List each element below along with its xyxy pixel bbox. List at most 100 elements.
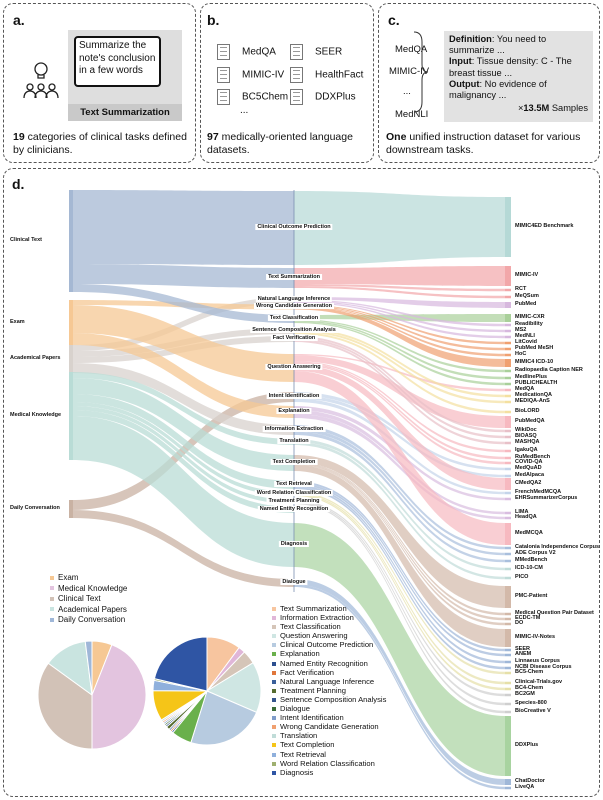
task-label: Fact Verification <box>270 335 318 341</box>
dataset-node <box>505 693 511 697</box>
dataset-node <box>505 516 511 520</box>
dataset-node <box>505 359 511 367</box>
dataset-node <box>505 376 511 380</box>
dataset-label: LitCovid <box>515 339 537 345</box>
legend-item: Word Relation Classification <box>272 759 386 768</box>
flow-information-extraction <box>294 431 505 563</box>
legend-label: Wrong Candidate Generation <box>280 722 379 732</box>
source-label: Academical Papers <box>10 355 61 361</box>
dataset-label: MedQuAD <box>515 465 542 471</box>
legend-item: Clinical Outcome Prediction <box>272 640 386 649</box>
dataset-node <box>505 511 511 515</box>
task-label: Text Retrieval <box>274 481 314 487</box>
dataset-node <box>505 400 511 404</box>
task-label: Text Classification <box>267 315 321 321</box>
dataset-label: MedNLI <box>515 333 535 339</box>
legend-label: Translation <box>280 731 318 741</box>
legend-label: Question Answering <box>280 631 348 641</box>
dataset-node <box>505 497 511 501</box>
dataset-seer: SEER <box>290 44 342 60</box>
dataset-node <box>505 461 511 465</box>
dataset-node <box>505 671 511 675</box>
flow-medical-knowledge <box>72 406 294 504</box>
flow-translation <box>294 439 505 571</box>
task-label: Clinical Outcome Prediction <box>255 224 333 230</box>
legend-swatch <box>272 688 276 693</box>
legend-label: Diagnosis <box>280 767 314 777</box>
legend-swatch <box>272 652 276 657</box>
legend-swatch <box>272 607 276 611</box>
dataset-label: MEDIQA-AnS <box>515 398 550 404</box>
legend-swatch <box>272 752 276 757</box>
task-label: Information Extraction <box>262 426 326 432</box>
legend-swatch <box>272 616 276 621</box>
flow-question-answering <box>294 361 505 453</box>
dataset-label: ChatDoctor <box>515 778 545 784</box>
source-mimic-iv: MIMIC-IV <box>389 66 430 77</box>
source-legend: Exam Medical Knowledge Clinical Text Academ… <box>50 573 127 626</box>
flow-intent-identification <box>294 392 505 471</box>
task-label: Dialogue <box>280 579 308 585</box>
flow-clinical-text <box>72 190 294 265</box>
dataset-label: BC2GM <box>515 691 535 697</box>
panel-b-caption: 97 medically-oriented language datasets. <box>207 131 353 156</box>
legend-item: Dialogue <box>272 704 386 713</box>
legend-swatch <box>272 634 276 639</box>
dataset-label: MASHQA <box>515 439 540 445</box>
document-icon <box>290 44 303 60</box>
document-icon <box>217 44 230 60</box>
legend-swatch <box>50 596 54 601</box>
flow-question-answering <box>294 371 505 545</box>
dataset-node <box>505 559 511 563</box>
dataset-label: BC5-Chem <box>515 669 544 675</box>
flow-text-completion <box>294 462 505 616</box>
source-label: Clinical Text <box>10 237 42 243</box>
dataset-node <box>505 410 511 414</box>
legend-swatch <box>272 716 276 721</box>
flow-dialogue <box>294 584 505 790</box>
task-label: Word Relation Classification <box>254 490 334 496</box>
legend-item: Diagnosis <box>272 768 386 777</box>
dataset-label: PubMedQA <box>515 418 545 424</box>
dataset-node <box>505 629 511 647</box>
source-mednli: MedNLI <box>395 109 429 120</box>
flow-text-completion <box>294 455 505 608</box>
dataset-node <box>505 323 511 327</box>
legend-label: Fact Verification <box>280 667 335 677</box>
dataset-label: ECDC-TM <box>515 615 541 621</box>
flow-word-relation-classification <box>294 493 505 685</box>
flow-intent-identification <box>294 398 505 495</box>
flow-fact-verification <box>294 338 505 439</box>
panel-c <box>378 3 600 163</box>
legend-item: Daily Conversation <box>50 615 127 626</box>
dataset-node <box>505 295 511 299</box>
dataset-node <box>505 353 511 357</box>
more-ellipsis: ... <box>240 105 249 116</box>
dataset-label: BC4-Chem <box>515 685 544 691</box>
dataset-label: PMC-Patient <box>515 593 548 599</box>
dataset-medqa: MedQA <box>217 44 276 60</box>
legend-label: Clinical Outcome Prediction <box>280 640 374 650</box>
dataset-label: ADE Corpus V2 <box>515 550 556 556</box>
document-icon <box>290 67 303 83</box>
panel-a-caption: 19 categories of clinical tasks defined … <box>13 131 187 156</box>
dataset-node <box>505 546 511 550</box>
dataset-node <box>505 653 511 657</box>
dataset-label: PUBLICHEALTH <box>515 380 558 386</box>
panel-a <box>3 3 196 163</box>
dataset-label: MS2 <box>515 327 527 333</box>
flow-text-summarization <box>294 266 505 286</box>
dataset-node <box>505 369 511 373</box>
task-label: Explanation <box>276 408 312 414</box>
dataset-label: MeQSum <box>515 293 539 299</box>
legend-item: Information Extraction <box>272 613 386 622</box>
dataset-label: RCT <box>515 286 527 292</box>
legend-item: Wrong Candidate Generation <box>272 722 386 731</box>
dataset-node <box>505 341 511 345</box>
panel-b <box>200 3 374 163</box>
task-label: Named Entity Recognition <box>257 506 331 512</box>
legend-label: Natural Language Inference <box>280 676 375 686</box>
legend-label: Text Completion <box>280 740 335 750</box>
dataset-label: FrenchMedMCQA <box>515 489 562 495</box>
flow-treatment-planning <box>294 500 505 697</box>
